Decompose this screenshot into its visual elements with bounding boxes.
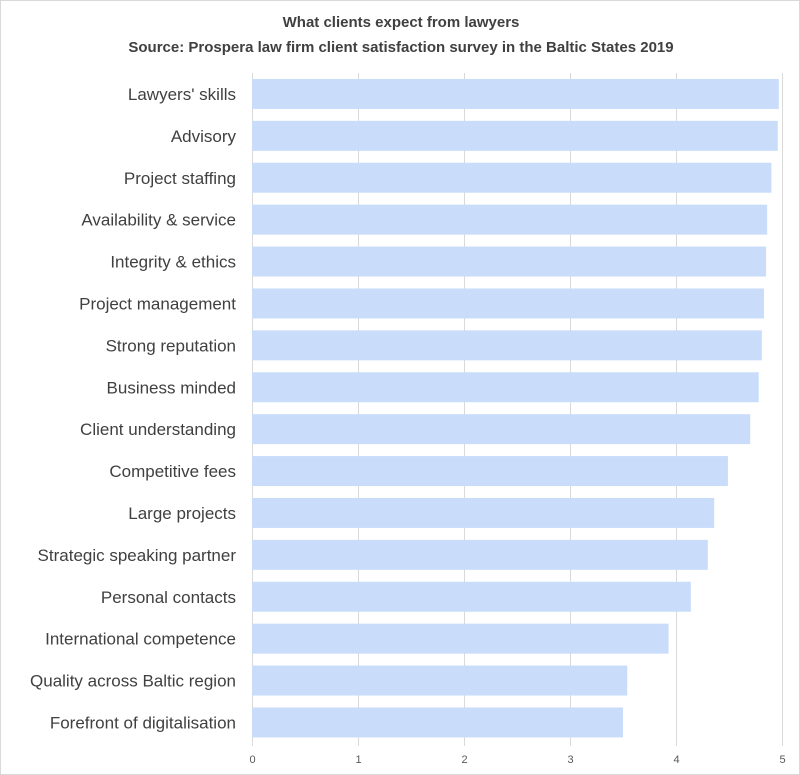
x-tick-label: 4: [673, 754, 679, 766]
category-label: Forefront of digitalisation: [50, 713, 236, 732]
bar: [252, 288, 764, 319]
category-label: Integrity & ethics: [110, 253, 236, 272]
category-label: Lawyers' skills: [128, 85, 236, 104]
category-label: Strong reputation: [106, 336, 236, 355]
category-label: International competence: [45, 630, 236, 649]
bar: [252, 456, 728, 487]
category-label: Client understanding: [80, 420, 236, 439]
bar: [252, 162, 772, 193]
x-tick-label: 5: [779, 754, 785, 766]
category-label: Project management: [79, 294, 236, 313]
bar: [252, 539, 708, 570]
bar: [252, 414, 751, 445]
category-label: Large projects: [128, 504, 236, 523]
bar: [252, 78, 779, 109]
bar: [252, 204, 768, 235]
category-label: Personal contacts: [101, 588, 236, 607]
chart-title: What clients expect from lawyers: [282, 14, 520, 31]
category-label: Advisory: [171, 127, 237, 146]
category-label: Strategic speaking partner: [38, 546, 237, 565]
bar: [252, 707, 623, 738]
category-label: Project staffing: [124, 169, 236, 188]
category-label: Competitive fees: [109, 462, 236, 481]
bar: [252, 330, 762, 361]
category-label: Business minded: [107, 378, 236, 397]
bar: [252, 246, 767, 277]
category-label: Quality across Baltic region: [30, 672, 236, 691]
x-tick-label: 1: [355, 754, 361, 766]
category-label: Availability & service: [81, 211, 236, 230]
bar: [252, 497, 715, 528]
bar: [252, 581, 691, 612]
x-tick-label: 3: [567, 754, 573, 766]
bar: [252, 623, 669, 654]
bar: [252, 665, 628, 696]
bar: [252, 372, 759, 403]
bar: [252, 120, 778, 151]
x-tick-label: 0: [249, 754, 255, 766]
chart-subtitle: Source: Prospera law firm client satisfa…: [128, 39, 674, 56]
x-tick-label: 2: [461, 754, 467, 766]
